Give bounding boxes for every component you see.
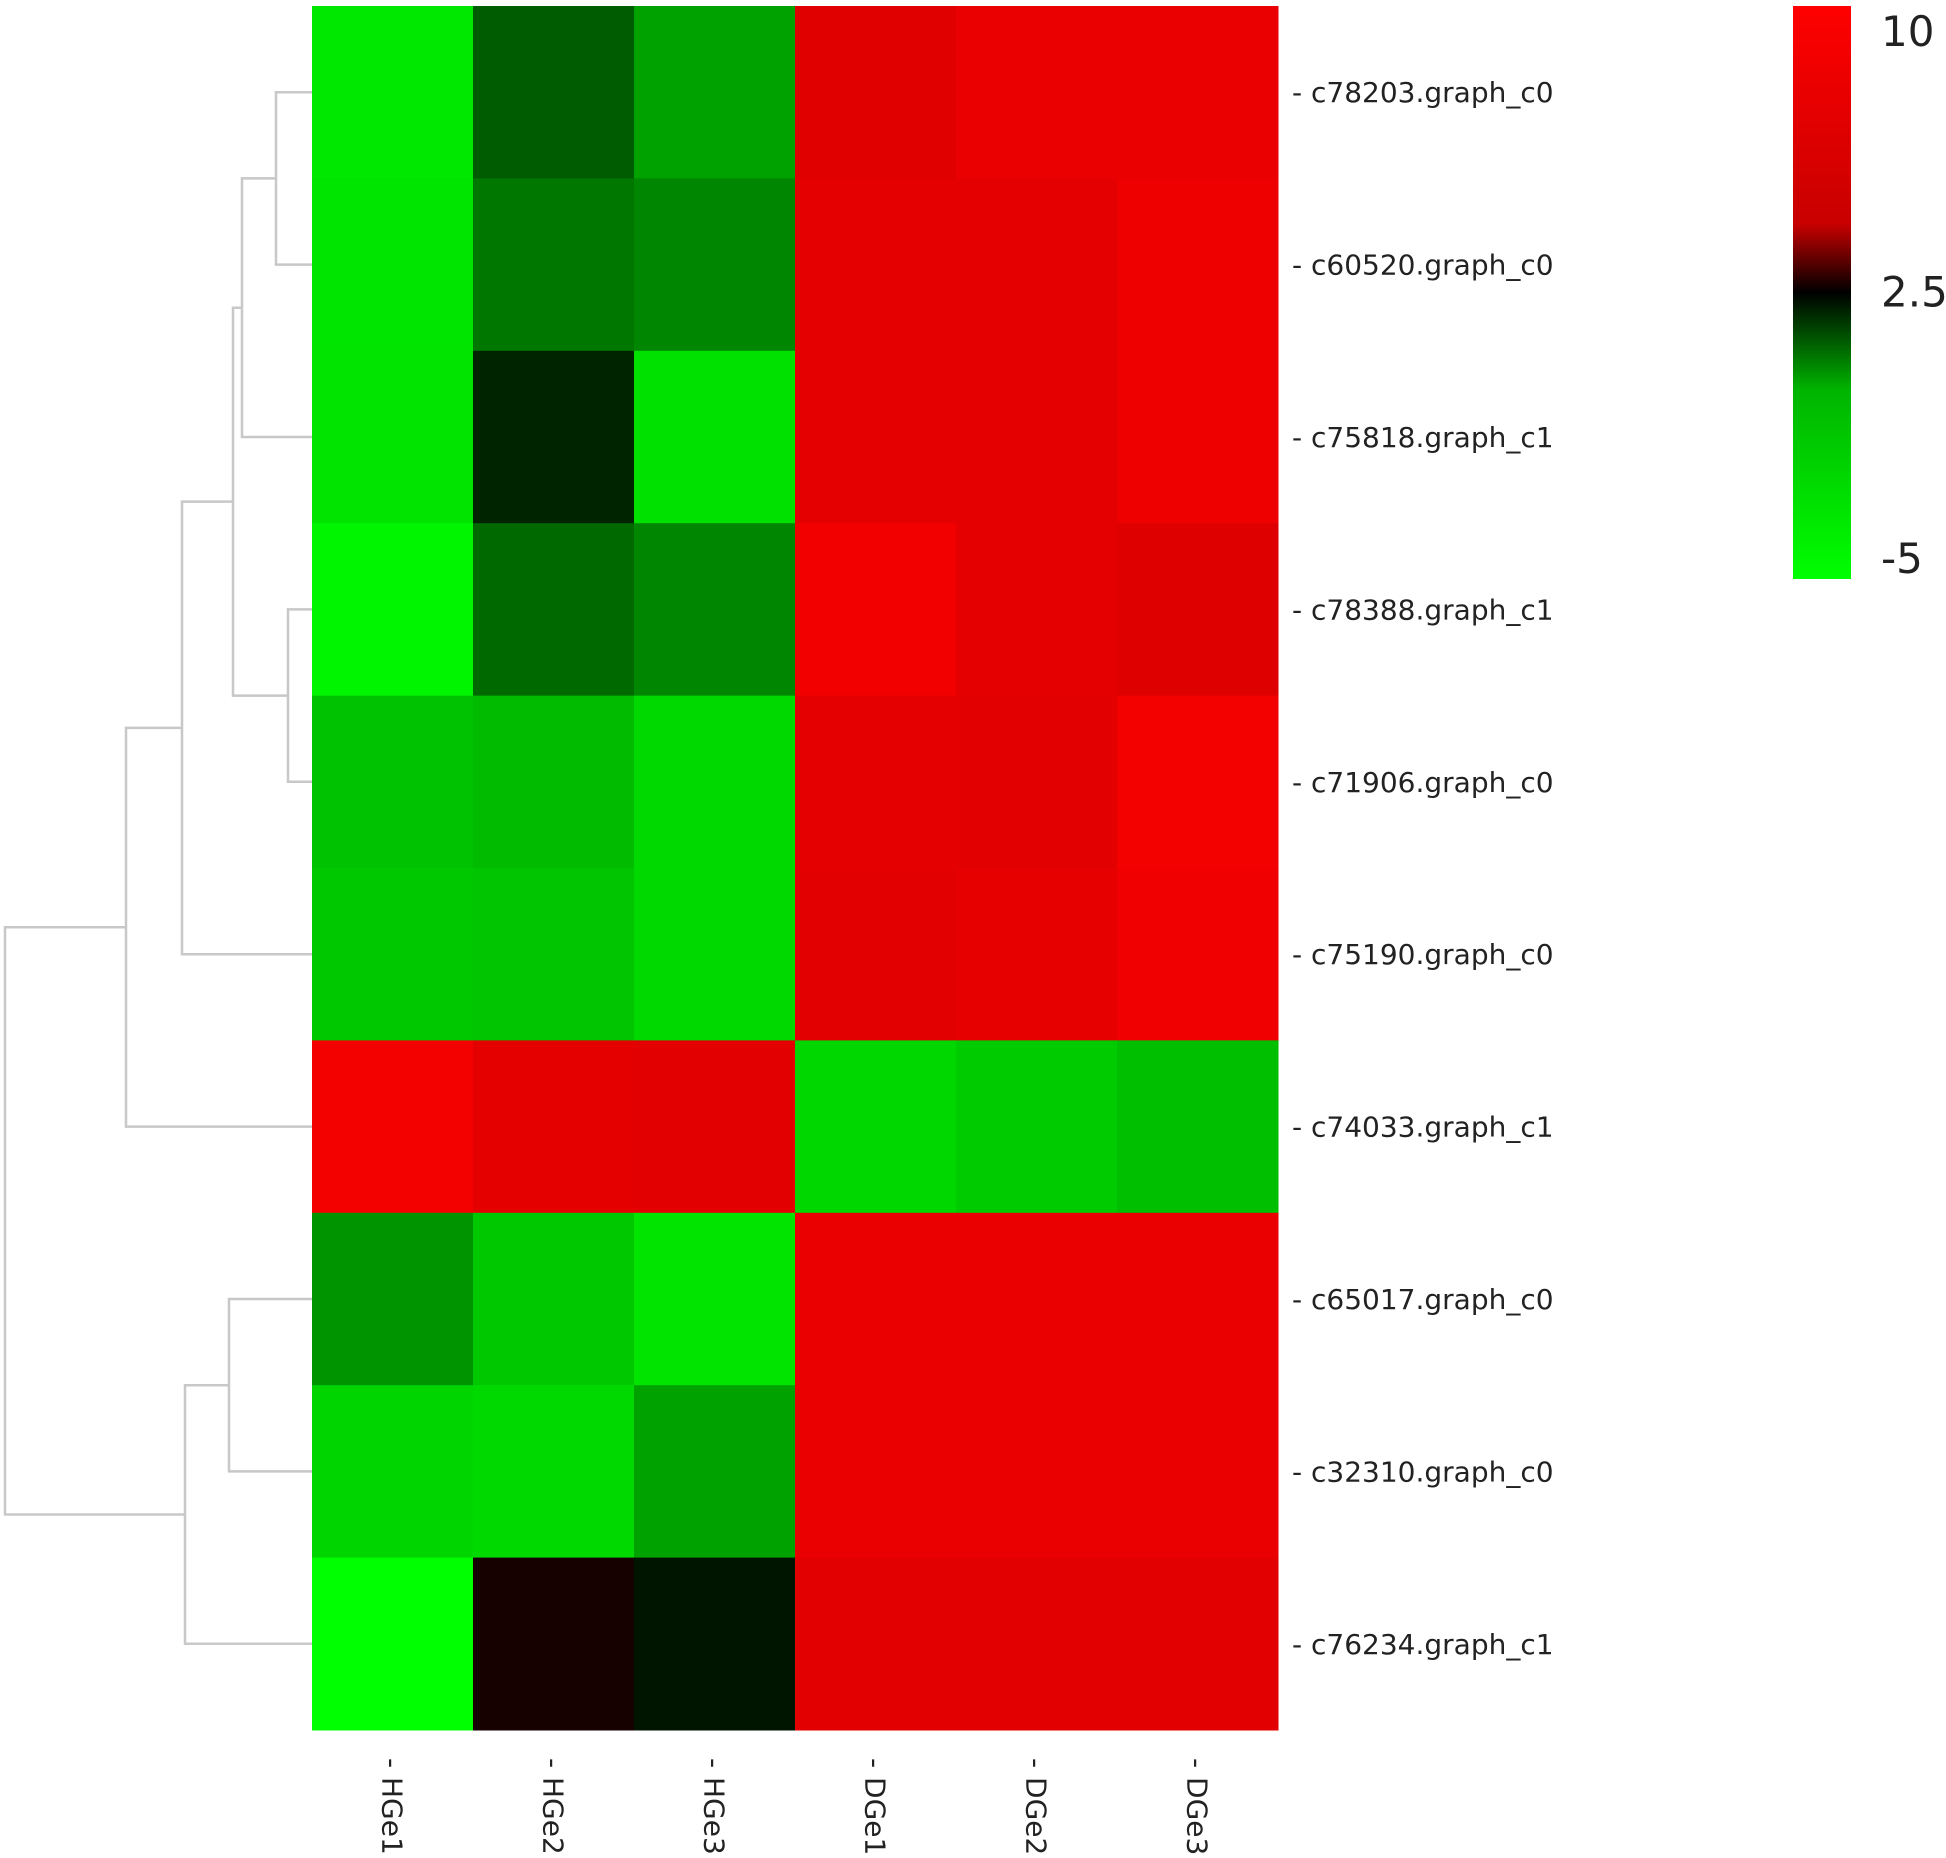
heatmap-cell bbox=[312, 1040, 474, 1214]
heatmap-cell bbox=[312, 1385, 474, 1559]
heatmap-cell bbox=[956, 6, 1118, 179]
heatmap-cell bbox=[956, 178, 1118, 352]
heatmap-cell bbox=[312, 178, 474, 352]
heatmap-cell bbox=[634, 6, 796, 179]
heatmap-cell bbox=[1117, 1385, 1279, 1559]
heatmap-cell bbox=[1117, 523, 1279, 697]
row-dendrogram bbox=[3, 90, 312, 1646]
color-scale-tick-label: 2.5 bbox=[1881, 268, 1946, 317]
heatmap-cell bbox=[795, 523, 957, 697]
heatmap-cell bbox=[1117, 350, 1279, 524]
row-label: - c76234.graph_c1 bbox=[1292, 1628, 1554, 1661]
heatmap-cell bbox=[473, 178, 635, 352]
heatmap-cell bbox=[634, 178, 796, 352]
dendrogram-link bbox=[183, 1383, 312, 1646]
heatmap-cell bbox=[956, 1040, 1118, 1214]
dendrogram-link bbox=[124, 726, 312, 1128]
color-scale-bar bbox=[1793, 6, 1851, 579]
heatmap-cell bbox=[956, 868, 1118, 1041]
heatmap-cell bbox=[795, 350, 957, 524]
row-label: - c75818.graph_c1 bbox=[1292, 421, 1554, 454]
heatmap-cell bbox=[473, 868, 635, 1041]
row-label: - c75190.graph_c0 bbox=[1292, 938, 1554, 971]
dendrogram-link bbox=[286, 608, 312, 784]
heatmap-cell bbox=[1117, 868, 1279, 1041]
row-label: - c78203.graph_c0 bbox=[1292, 76, 1554, 109]
heatmap-cell bbox=[1117, 695, 1279, 869]
heatmap-cell bbox=[795, 868, 957, 1041]
heatmap-cell bbox=[1117, 6, 1279, 179]
row-labels: - c78203.graph_c0 - c60520.graph_c0 - c758… bbox=[1292, 76, 1554, 1661]
heatmap-cell bbox=[795, 1040, 957, 1214]
heatmap-cell bbox=[795, 178, 957, 352]
column-label: - DGe3 bbox=[1181, 1758, 1214, 1855]
heatmap-cell bbox=[795, 1212, 957, 1386]
heatmap-cell bbox=[1117, 1040, 1279, 1214]
heatmap-cell bbox=[795, 1385, 957, 1559]
heatmap-cell bbox=[1117, 178, 1279, 352]
heatmap-cell bbox=[473, 1385, 635, 1559]
dendrogram-link bbox=[274, 90, 312, 266]
heatmap-cell bbox=[473, 523, 635, 697]
color-scale-tick-label: -5 bbox=[1881, 534, 1923, 583]
row-label: - c60520.graph_c0 bbox=[1292, 249, 1554, 282]
row-label: - c71906.graph_c0 bbox=[1292, 766, 1554, 799]
heatmap-cell bbox=[956, 695, 1118, 869]
column-label: - DGe1 bbox=[859, 1758, 892, 1855]
heatmap-cell bbox=[634, 1557, 796, 1731]
row-label: - c32310.graph_c0 bbox=[1292, 1455, 1554, 1488]
heatmap-cell bbox=[473, 6, 635, 179]
heatmap-cell bbox=[473, 1212, 635, 1386]
heatmap-cell bbox=[634, 695, 796, 869]
heatmap-cell bbox=[956, 523, 1118, 697]
heatmap-cell bbox=[312, 1557, 474, 1731]
heatmap-cell bbox=[312, 523, 474, 697]
heatmap-cell bbox=[795, 1557, 957, 1731]
heatmap-cell bbox=[312, 350, 474, 524]
heatmap-cell bbox=[634, 868, 796, 1041]
color-scale-legend: 10 2.5 -5 bbox=[1793, 6, 1946, 583]
heatmap-cells bbox=[312, 6, 1279, 1731]
heatmap-cell bbox=[473, 695, 635, 869]
row-label: - c78388.graph_c1 bbox=[1292, 593, 1554, 626]
heatmap-cell bbox=[1117, 1557, 1279, 1731]
heatmap-cell bbox=[795, 6, 957, 179]
heatmap-cell bbox=[473, 1040, 635, 1214]
column-label: - HGe3 bbox=[698, 1758, 731, 1855]
row-label: - c74033.graph_c1 bbox=[1292, 1111, 1554, 1144]
heatmap-cell bbox=[956, 1385, 1118, 1559]
heatmap-cell bbox=[956, 1557, 1118, 1731]
dendrogram-link bbox=[180, 500, 312, 956]
heatmap-cell bbox=[956, 350, 1118, 524]
heatmap-cell bbox=[634, 523, 796, 697]
heatmap-cell bbox=[956, 1212, 1118, 1386]
color-scale-tick-label: 10 bbox=[1881, 7, 1934, 56]
heatmap-cell bbox=[312, 6, 474, 179]
row-label: - c65017.graph_c0 bbox=[1292, 1283, 1554, 1316]
heatmap-cell bbox=[473, 1557, 635, 1731]
heatmap-cell bbox=[1117, 1212, 1279, 1386]
column-label: - HGe2 bbox=[537, 1758, 570, 1855]
heatmap-cell bbox=[312, 1212, 474, 1386]
color-scale-ticks: 10 2.5 -5 bbox=[1881, 7, 1946, 583]
column-labels: - HGe1 - HGe2 - HGe3 - DGe1 - DGe2 - DGe3 bbox=[376, 1758, 1214, 1855]
dendrogram-link bbox=[3, 926, 185, 1516]
heatmap-cell bbox=[795, 695, 957, 869]
heatmap-cell bbox=[312, 695, 474, 869]
heatmap-cell bbox=[634, 1212, 796, 1386]
heatmap-cell bbox=[634, 1040, 796, 1214]
heatmap-cell bbox=[634, 1385, 796, 1559]
column-label: - DGe2 bbox=[1020, 1758, 1053, 1855]
heatmap-cell bbox=[473, 350, 635, 524]
heatmap-cell bbox=[634, 350, 796, 524]
heatmap-cell bbox=[312, 868, 474, 1041]
column-label: - HGe1 bbox=[376, 1758, 409, 1855]
dendrogram-link bbox=[227, 1297, 312, 1473]
